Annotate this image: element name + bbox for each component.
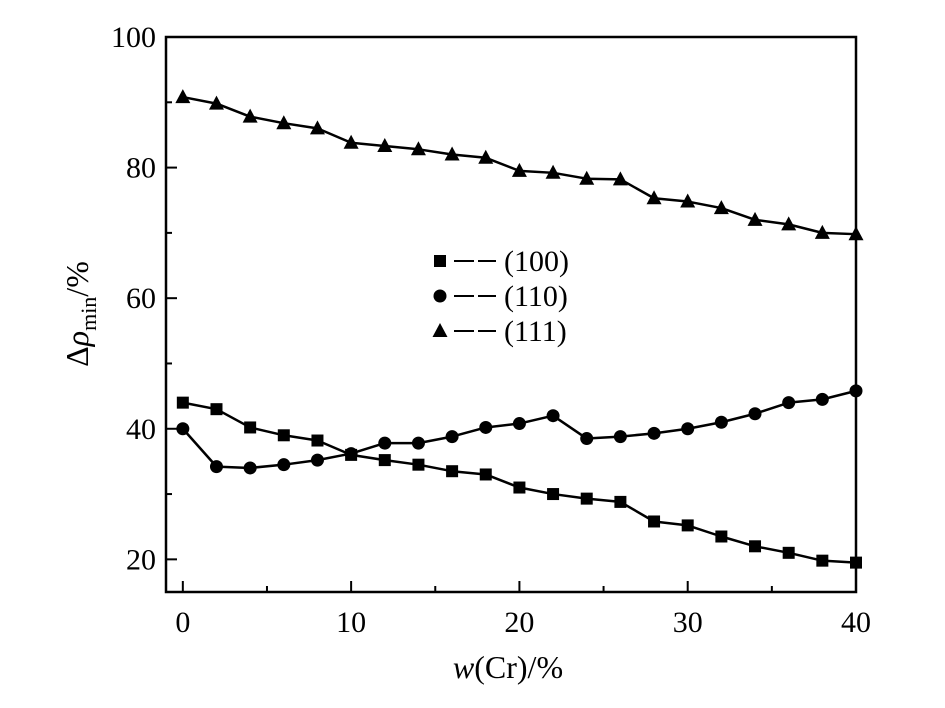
data-point-111 xyxy=(242,108,258,123)
data-point-100 xyxy=(311,434,324,447)
data-point-110 xyxy=(546,409,560,423)
y-tick-label: 80 xyxy=(126,152,156,185)
data-point-100 xyxy=(681,519,694,532)
data-point-100 xyxy=(648,515,661,528)
data-point-110 xyxy=(209,460,223,474)
y-tick-label: 60 xyxy=(126,282,156,315)
y-tick-label: 100 xyxy=(111,21,156,54)
data-point-110 xyxy=(512,417,526,431)
data-point-111 xyxy=(410,141,426,156)
legend-label-100: (100) xyxy=(504,245,569,278)
data-point-111 xyxy=(478,149,494,164)
data-point-100 xyxy=(210,403,223,416)
x-axis-title: w(Cr)/% xyxy=(453,649,563,685)
data-point-110 xyxy=(310,453,324,467)
data-point-111 xyxy=(276,115,292,130)
data-point-110 xyxy=(613,430,627,444)
legend-label-110: (110) xyxy=(504,280,568,313)
data-point-100 xyxy=(378,454,391,467)
data-point-111 xyxy=(680,193,696,208)
data-point-100 xyxy=(479,468,492,481)
data-point-100 xyxy=(412,458,425,471)
data-point-111 xyxy=(343,134,359,149)
data-point-111 xyxy=(545,164,561,179)
legend-item-111: (111) xyxy=(432,315,567,348)
y-tick-labels: 20 40 60 80 100 xyxy=(111,21,156,576)
data-point-111 xyxy=(208,95,224,110)
data-point-100 xyxy=(547,488,560,501)
data-point-110 xyxy=(243,461,257,475)
data-point-111 xyxy=(511,162,527,177)
x-tick-label: 10 xyxy=(336,606,366,639)
data-point-111 xyxy=(175,89,191,104)
x-tick-label: 20 xyxy=(504,606,534,639)
data-point-110 xyxy=(344,447,358,461)
data-point-110 xyxy=(479,420,493,434)
legend-marker-100 xyxy=(434,255,446,267)
legend-item-110: (110) xyxy=(433,280,568,313)
x-tick-label: 40 xyxy=(841,606,871,639)
data-point-100 xyxy=(176,396,189,409)
y-axis-title-subscript: min xyxy=(76,297,101,331)
plot-frame xyxy=(164,35,858,594)
data-point-110 xyxy=(580,432,594,446)
y-tick-label: 40 xyxy=(126,413,156,446)
data-point-111 xyxy=(309,120,325,135)
data-point-111 xyxy=(646,190,662,205)
data-point-111 xyxy=(444,146,460,161)
x-axis-title-unit: (Cr)/% xyxy=(474,649,563,685)
y-axis-title-rho: ρ xyxy=(59,331,95,347)
data-point-100 xyxy=(446,465,459,478)
data-point-100 xyxy=(782,546,795,559)
data-point-110 xyxy=(714,415,728,429)
x-tick-label: 0 xyxy=(175,606,190,639)
data-point-111 xyxy=(713,200,729,215)
data-point-110 xyxy=(849,384,863,398)
data-point-110 xyxy=(748,407,762,421)
data-point-100 xyxy=(816,554,829,567)
y-tick-label: 20 xyxy=(126,543,156,576)
data-point-111 xyxy=(747,211,763,226)
legend-label-111: (111) xyxy=(504,315,567,348)
data-point-100 xyxy=(244,421,257,434)
data-point-100 xyxy=(513,481,526,494)
data-point-110 xyxy=(681,422,695,436)
data-point-111 xyxy=(377,138,393,153)
data-point-111 xyxy=(848,226,864,241)
data-point-110 xyxy=(176,422,190,436)
data-point-111 xyxy=(612,171,628,186)
data-point-110 xyxy=(378,436,392,450)
axis-ticks xyxy=(166,36,857,592)
y-axis-title: Δρmin/% xyxy=(59,261,101,367)
data-point-100 xyxy=(614,495,627,508)
legend: (100)(110)(111) xyxy=(432,245,569,348)
x-axis-title-variable: w xyxy=(453,649,475,685)
data-point-110 xyxy=(445,430,459,444)
data-point-111 xyxy=(781,216,797,231)
data-point-110 xyxy=(277,458,291,472)
data-point-111 xyxy=(579,170,595,185)
y-axis-title-delta: Δ xyxy=(59,346,95,367)
data-point-100 xyxy=(715,530,728,543)
x-tick-label: 30 xyxy=(673,606,703,639)
data-point-100 xyxy=(580,492,593,505)
y-axis-title-unit: /% xyxy=(59,261,95,297)
data-point-110 xyxy=(782,396,796,410)
legend-marker-111 xyxy=(432,323,448,337)
data-point-100 xyxy=(749,540,762,553)
legend-marker-110 xyxy=(433,289,447,303)
x-tick-labels: 0 10 20 30 40 xyxy=(175,606,871,639)
data-point-110 xyxy=(411,436,425,450)
data-point-110 xyxy=(647,426,661,440)
data-point-100 xyxy=(850,556,862,569)
data-point-111 xyxy=(814,224,830,239)
plot-area xyxy=(164,35,864,594)
series-markers xyxy=(175,89,864,569)
data-point-100 xyxy=(277,429,290,442)
data-point-110 xyxy=(815,392,829,406)
legend-item-100: (100) xyxy=(434,245,569,278)
